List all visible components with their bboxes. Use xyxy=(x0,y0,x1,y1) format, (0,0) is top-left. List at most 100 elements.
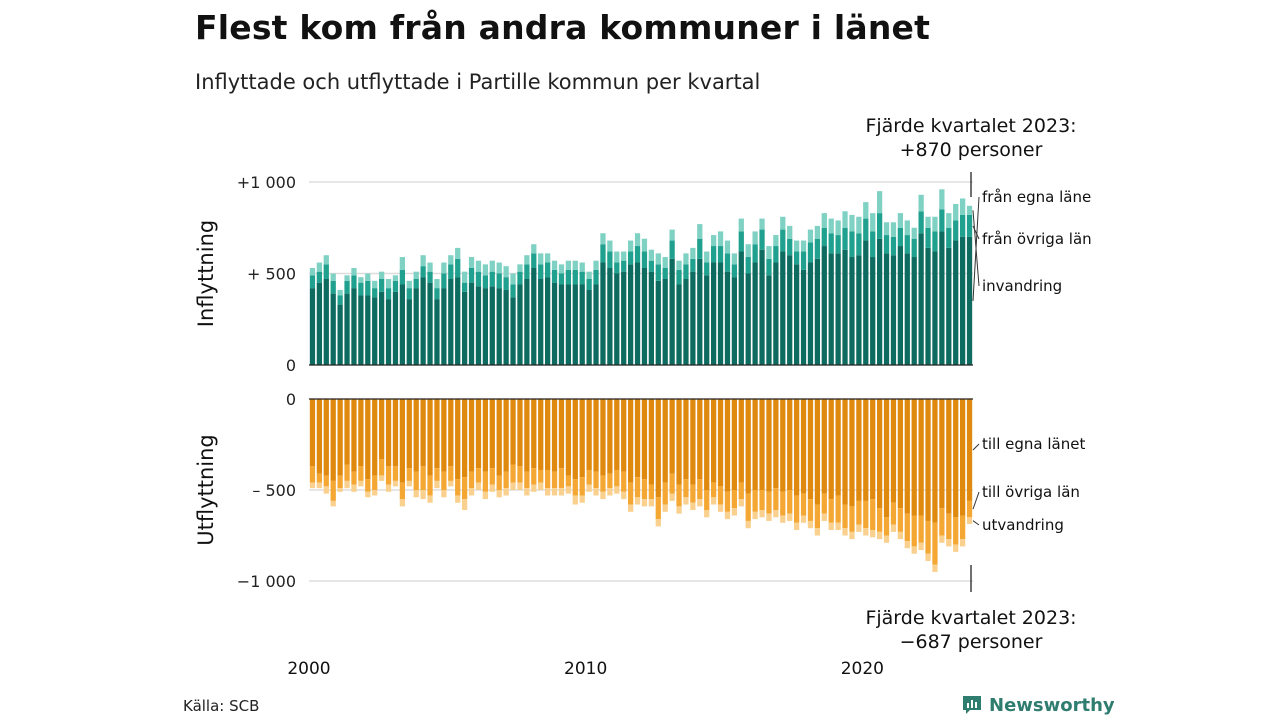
outflow-bar-2 xyxy=(572,495,578,505)
inflow-bar-1 xyxy=(406,288,412,300)
inflow-bar-1 xyxy=(925,227,931,248)
inflow-bar-2 xyxy=(669,229,675,241)
outflow-bar-0 xyxy=(842,399,848,505)
outflow-bar-2 xyxy=(925,553,931,561)
outflow-bar-1 xyxy=(392,466,399,481)
outflow-bar-2 xyxy=(849,531,855,540)
outflow-bar-1 xyxy=(814,504,821,529)
inflow-bar-2 xyxy=(558,264,565,274)
outflow-bar-2 xyxy=(704,510,710,518)
inflow-bar-1 xyxy=(745,257,751,274)
inflow-bar-1 xyxy=(870,231,876,258)
inflow-bar-1 xyxy=(330,280,336,294)
inflow-bar-1 xyxy=(655,264,661,281)
inflow-bar-0 xyxy=(330,293,336,365)
outflow-bar-2 xyxy=(856,524,862,532)
inflow-bar-1 xyxy=(863,218,869,241)
inflow-bar-2 xyxy=(524,255,530,265)
inflow-bar-1 xyxy=(704,262,710,276)
inflow-bar-0 xyxy=(890,255,897,365)
outflow-bar-2 xyxy=(780,515,786,523)
inflow-bar-0 xyxy=(365,295,371,365)
inflow-bar-2 xyxy=(309,268,316,276)
outflow-bar-0 xyxy=(648,399,655,485)
inflow-bar-1 xyxy=(780,229,786,252)
brand-logo[interactable]: Newsworthy xyxy=(961,694,1115,716)
inflow-bar-0 xyxy=(648,271,655,365)
inflow-bar-2 xyxy=(427,262,433,272)
inflow-bar-1 xyxy=(911,238,917,258)
inflow-bar-2 xyxy=(316,262,323,272)
inflow-bar-1 xyxy=(773,246,779,263)
inflow-bar-2 xyxy=(365,273,371,281)
outflow-bar-0 xyxy=(856,399,862,501)
outflow-bar-1 xyxy=(835,495,841,523)
outflow-bar-1 xyxy=(434,468,440,481)
outflow-bar-2 xyxy=(946,539,952,547)
inflow-bar-1 xyxy=(427,271,433,283)
inflow-bar-2 xyxy=(877,191,883,214)
outflow-bar-2 xyxy=(918,542,924,551)
inflow-bar-0 xyxy=(593,284,599,365)
outflow-bar-0 xyxy=(953,399,959,518)
inflow-bar-1 xyxy=(462,282,468,292)
outflow-bar-1 xyxy=(558,468,565,489)
outflow-bar-0 xyxy=(385,399,392,467)
outflow-bar-0 xyxy=(641,399,648,480)
inflow-bar-0 xyxy=(628,264,634,365)
outflow-bar-0 xyxy=(323,399,329,476)
inflow-bar-2 xyxy=(814,225,821,239)
outflow-bar-2 xyxy=(953,544,959,552)
outflow-bar-2 xyxy=(717,504,724,512)
outflow-bar-0 xyxy=(496,399,502,476)
outflow-bar-1 xyxy=(821,493,827,514)
inflow-bar-2 xyxy=(918,194,924,212)
inflow-bar-0 xyxy=(877,238,883,365)
inflow-bar-2 xyxy=(634,233,641,247)
inflow-bar-2 xyxy=(399,257,406,270)
outflow-bar-0 xyxy=(579,399,585,478)
outflow-bar-2 xyxy=(648,499,655,507)
inflow-bar-0 xyxy=(634,262,641,365)
inflow-bar-1 xyxy=(482,275,489,289)
inflow-bar-1 xyxy=(531,253,537,269)
inflow-bar-2 xyxy=(787,225,793,239)
inflow-bar-1 xyxy=(787,238,793,256)
series-leader-line xyxy=(972,443,980,451)
outflow-bar-0 xyxy=(925,399,931,521)
inflow-bar-0 xyxy=(517,284,523,365)
outflow-bar-0 xyxy=(337,399,343,476)
outflow-bar-1 xyxy=(427,475,433,496)
series-label: utvandring xyxy=(982,516,1064,534)
outflow-bar-2 xyxy=(911,546,917,554)
inflow-bar-1 xyxy=(800,251,807,270)
inflow-bar-1 xyxy=(904,235,910,254)
inflow-bar-1 xyxy=(538,264,544,279)
inflow-bar-2 xyxy=(648,249,655,261)
inflow-bar-2 xyxy=(344,275,350,281)
outflow-bar-0 xyxy=(704,399,710,490)
inflow-bar-2 xyxy=(517,264,523,272)
outflow-bar-1 xyxy=(358,466,364,481)
inflow-bar-1 xyxy=(392,280,399,292)
annotation-text: Fjärde kvartalet 2023: xyxy=(865,115,1076,137)
inflow-bar-0 xyxy=(531,268,537,365)
outflow-bar-2 xyxy=(496,490,502,498)
inflow-bar-1 xyxy=(565,269,572,285)
inflow-bar-2 xyxy=(475,260,482,272)
annotation-text: −687 personer xyxy=(900,631,1043,653)
inflow-bar-0 xyxy=(849,257,855,365)
inflow-bar-2 xyxy=(717,231,724,247)
inflow-bar-2 xyxy=(406,280,412,289)
outflow-bar-2 xyxy=(628,504,634,512)
inflow-bar-2 xyxy=(565,260,572,270)
outflow-bar-1 xyxy=(572,479,578,496)
outflow-bar-2 xyxy=(614,486,620,494)
outflow-bar-2 xyxy=(724,511,731,520)
outflow-bar-0 xyxy=(807,399,814,500)
outflow-bar-2 xyxy=(593,488,599,496)
outflow-bar-0 xyxy=(870,399,876,500)
inflow-bar-1 xyxy=(794,251,800,265)
outflow-bar-2 xyxy=(503,488,509,496)
outflow-bar-2 xyxy=(392,480,399,487)
